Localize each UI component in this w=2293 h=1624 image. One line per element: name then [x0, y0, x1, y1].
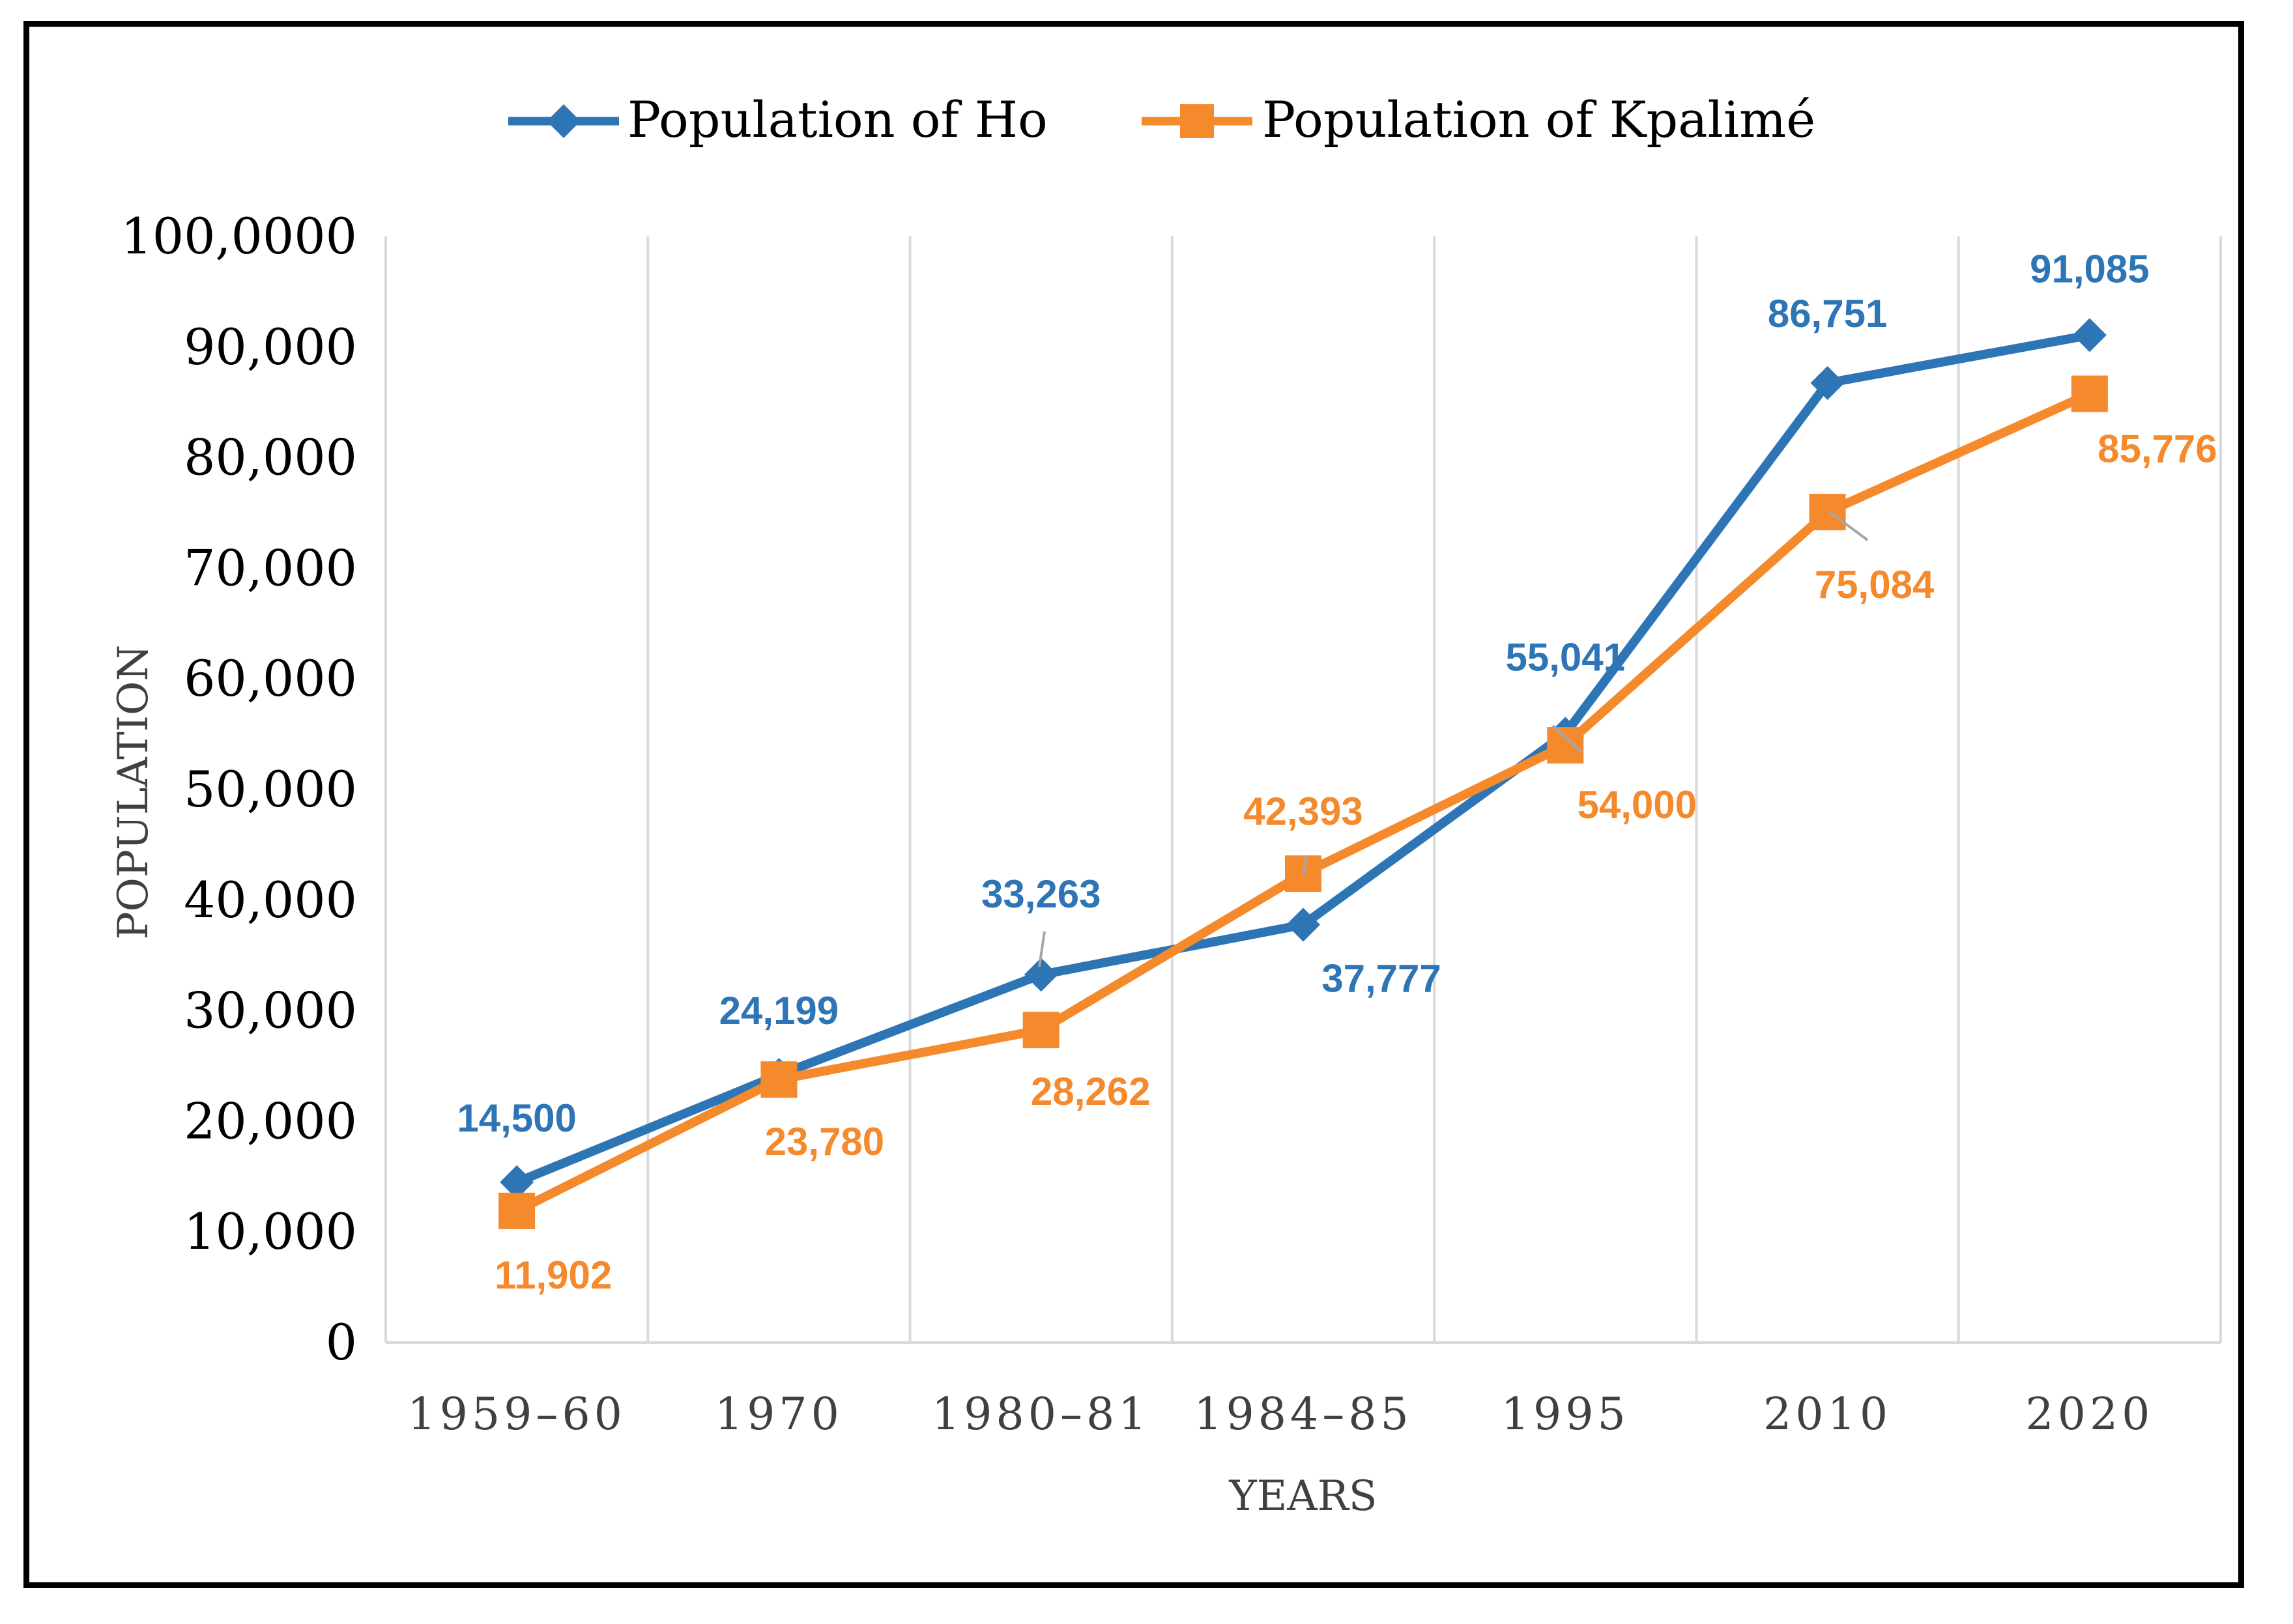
data-labels: 14,500 24,199 33,263 37,777 55,041 86,751 91,0… — [457, 247, 2217, 1297]
marker-ho — [1024, 958, 1058, 992]
y-axis-title: POPULATION — [109, 644, 158, 939]
gridlines — [384, 236, 2222, 1343]
label-leader-line — [1551, 724, 1583, 754]
x-tick-label: 2020 — [2025, 1389, 2154, 1440]
data-label-kpalime: 28,262 — [1031, 1070, 1151, 1113]
y-tick-label: 60,000 — [184, 649, 357, 707]
y-tick-label: 10,000 — [184, 1203, 357, 1261]
marker-ho — [1286, 907, 1320, 942]
data-label-kpalime: 54,000 — [1578, 783, 1697, 827]
marker-kpalime — [1022, 1012, 1060, 1049]
data-label-kpalime: 42,393 — [1243, 790, 1363, 833]
y-tick-label: 100,0000 — [121, 207, 357, 265]
y-tick-label: 40,000 — [184, 871, 357, 929]
data-label-ho: 55,041 — [1506, 635, 1626, 679]
y-tick-label: 80,000 — [184, 429, 357, 487]
marker-kpalime — [1809, 494, 1846, 531]
x-tick-label: 1959–60 — [407, 1389, 626, 1440]
marker-kpalime — [1547, 727, 1584, 764]
x-tick-label: 1970 — [715, 1389, 843, 1440]
figure-frame — [23, 21, 2244, 1588]
series-line-ho — [512, 330, 2094, 1187]
data-label-kpalime: 85,776 — [2098, 427, 2217, 471]
marker-kpalime — [760, 1061, 798, 1098]
x-tick-label: 1980–81 — [932, 1389, 1151, 1440]
legend-label-kpalime: Population of Kpalimé — [1262, 91, 1815, 149]
marker-ho — [2072, 318, 2107, 352]
data-label-ho: 37,777 — [1321, 957, 1441, 1001]
data-label-ho: 91,085 — [2030, 247, 2150, 291]
legend: Population of Ho Population of Kpalimé — [508, 91, 1815, 149]
x-tick-label: 1995 — [1501, 1389, 1630, 1440]
x-tick-label: 2010 — [1763, 1389, 1892, 1440]
y-tick-label: 70,000 — [184, 539, 357, 597]
legend-label-ho: Population of Ho — [627, 91, 1048, 149]
label-leader-line — [1302, 855, 1308, 876]
series-lines — [498, 318, 2108, 1229]
y-tick-label: 50,000 — [184, 760, 357, 818]
legend-marker-kpalime — [1180, 104, 1214, 138]
data-label-ho: 33,263 — [981, 872, 1101, 916]
data-label-ho: 86,751 — [1768, 292, 1888, 335]
data-label-kpalime: 75,084 — [1815, 563, 1935, 606]
marker-ho — [1810, 365, 1845, 400]
y-tick-label: 0 — [326, 1313, 357, 1371]
marker-kpalime — [498, 1192, 536, 1229]
y-tick-label: 20,000 — [184, 1092, 357, 1150]
data-label-ho: 24,199 — [719, 989, 839, 1033]
x-axis-title: YEARS — [1228, 1472, 1377, 1520]
legend-marker-ho — [547, 104, 581, 138]
marker-ho — [500, 1165, 534, 1199]
marker-kpalime — [2071, 375, 2108, 412]
data-label-kpalime: 23,780 — [765, 1120, 885, 1163]
data-label-kpalime: 11,902 — [495, 1253, 612, 1297]
axes: 0 10,000 20,000 30,000 40,000 50,000 60,000 70,… — [121, 207, 2221, 1440]
data-label-ho: 14,500 — [457, 1096, 577, 1140]
x-tick-label: 1984–85 — [1194, 1389, 1413, 1440]
y-tick-label: 30,000 — [184, 982, 357, 1040]
label-leader-line — [1038, 931, 1046, 967]
label-leader-line — [1828, 511, 1869, 541]
y-tick-label: 90,000 — [184, 318, 357, 376]
